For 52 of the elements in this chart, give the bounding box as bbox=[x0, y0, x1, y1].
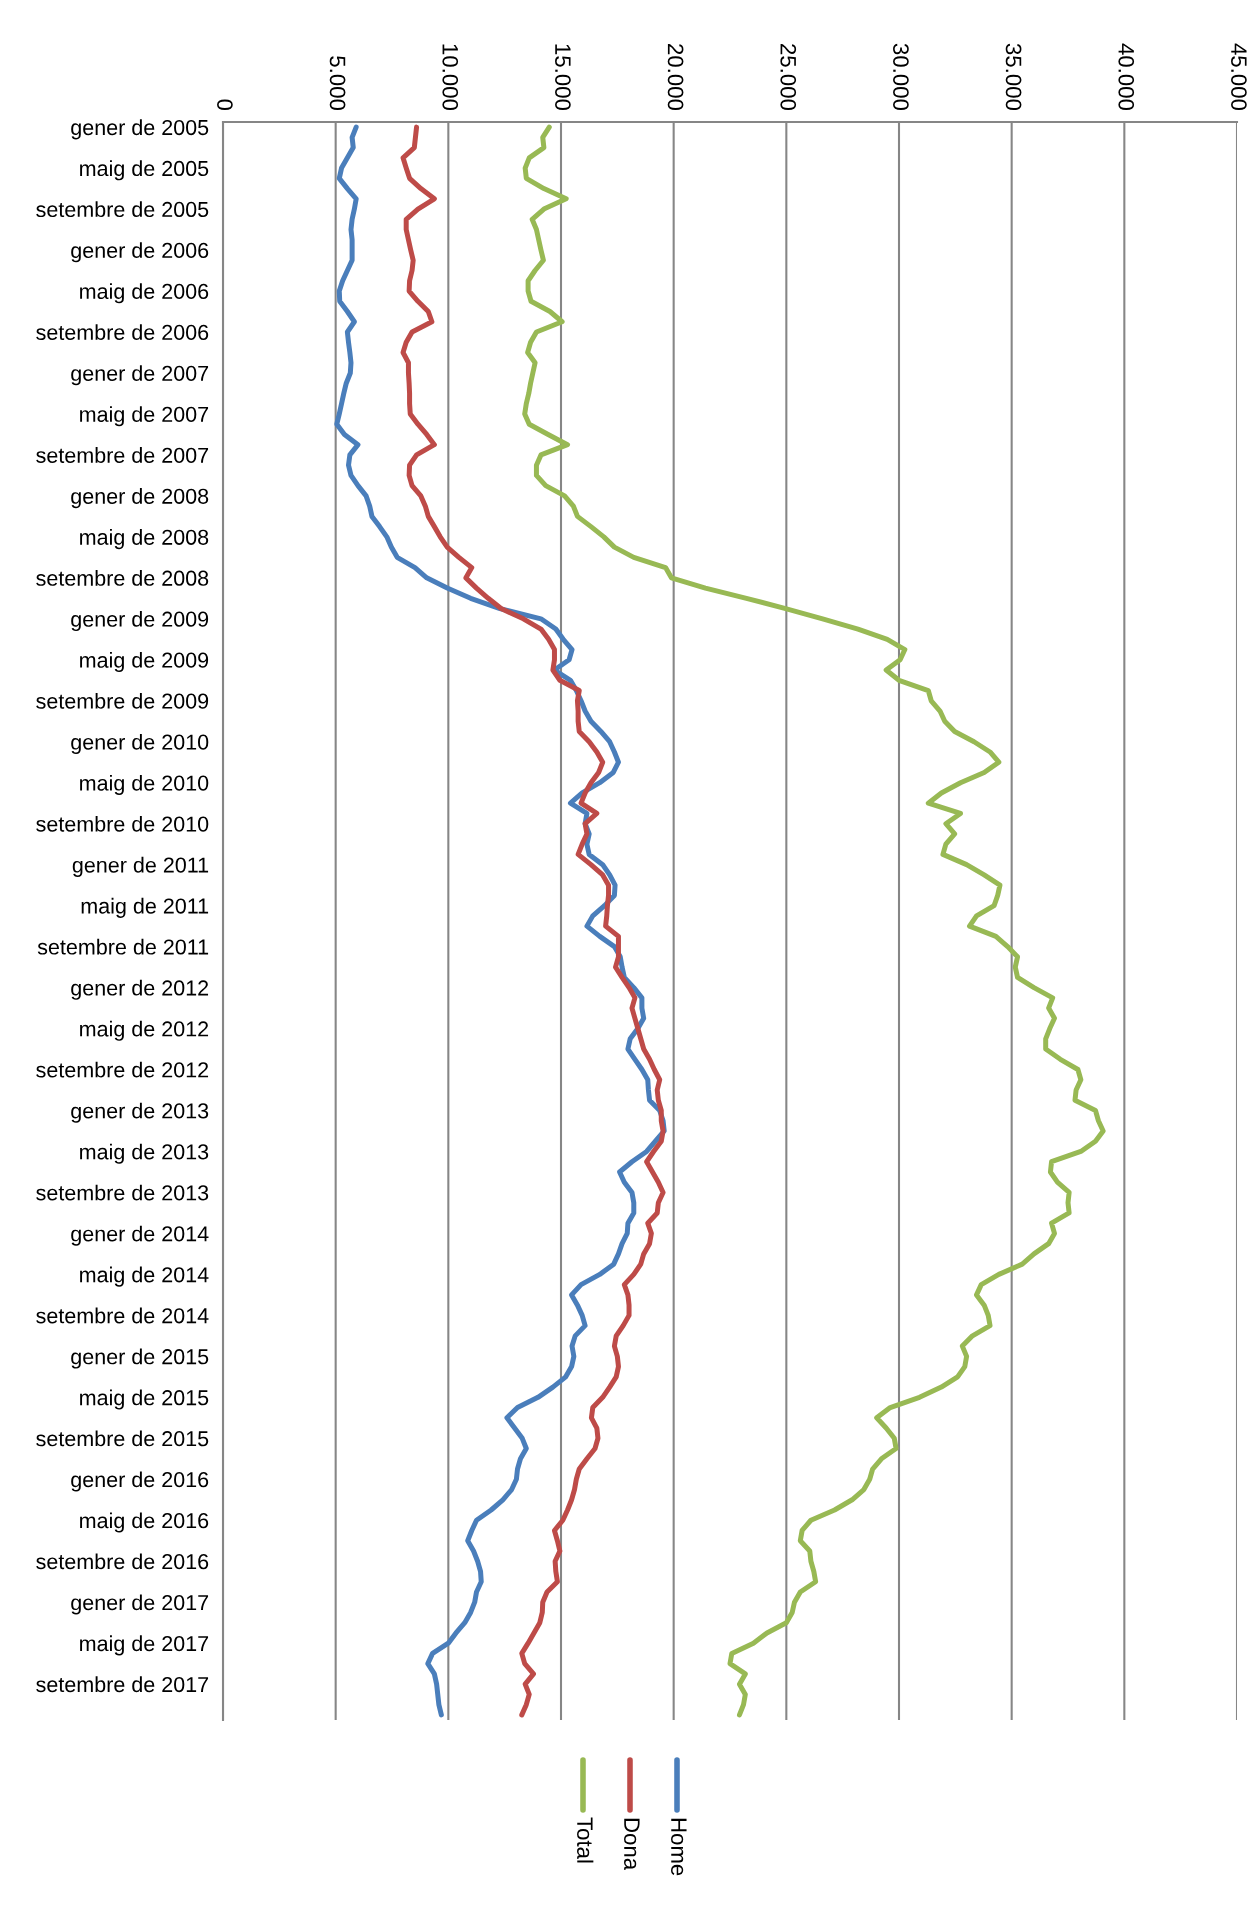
y-tick-label: gener de 2016 bbox=[71, 1471, 209, 1492]
y-tick-label: setembre de 2007 bbox=[36, 447, 209, 463]
y-tick-label: setembre de 2014 bbox=[36, 1307, 209, 1324]
x-tick-label: 35.000 bbox=[1005, 43, 1022, 111]
y-tick-label: maig de 2015 bbox=[80, 1389, 209, 1410]
legend-label: Home bbox=[671, 1818, 687, 1876]
y-tick-label: maig de 2012 bbox=[80, 1020, 209, 1041]
x-tick-label: 20.000 bbox=[667, 44, 684, 111]
y-tick-label: gener de 2015 bbox=[71, 1348, 209, 1369]
y-tick-label: setembre de 2005 bbox=[36, 201, 209, 218]
y-tick-label: maig de 2016 bbox=[80, 1512, 209, 1533]
x-tick-label: 45.000 bbox=[1231, 43, 1247, 111]
y-tick-label: maig de 2008 bbox=[80, 529, 209, 550]
y-tick-label: setembre de 2016 bbox=[36, 1553, 209, 1570]
y-tick-label: gener de 2006 bbox=[71, 242, 209, 263]
x-tick-label: 25.000 bbox=[780, 44, 797, 111]
y-tick-label: maig de 2014 bbox=[80, 1266, 209, 1287]
y-tick-label: gener de 2009 bbox=[71, 611, 209, 632]
y-tick-label: setembre de 2008 bbox=[36, 570, 209, 586]
y-tick-label: gener de 2017 bbox=[71, 1594, 209, 1615]
legend-label: Total bbox=[577, 1817, 594, 1863]
y-tick-label: maig de 2010 bbox=[80, 774, 209, 795]
y-tick-label: setembre de 2012 bbox=[36, 1061, 209, 1078]
x-tick-label: 30.000 bbox=[893, 43, 909, 111]
y-tick-label: maig de 2007 bbox=[80, 406, 209, 427]
y-tick-label: gener de 2012 bbox=[71, 979, 209, 1000]
legend-label: Dona bbox=[624, 1818, 640, 1871]
y-tick-label: gener de 2014 bbox=[71, 1225, 209, 1246]
y-tick-label: gener de 2010 bbox=[71, 733, 209, 754]
y-tick-label: maig de 2011 bbox=[81, 897, 209, 918]
x-tick-label: 40.000 bbox=[1118, 43, 1135, 111]
y-tick-label: gener de 2005 bbox=[71, 119, 209, 140]
y-tick-label: gener de 2013 bbox=[71, 1102, 209, 1123]
x-tick-label: 15.000 bbox=[555, 44, 571, 111]
y-tick-label: setembre de 2015 bbox=[36, 1430, 209, 1447]
x-tick-label: 0 bbox=[217, 99, 233, 111]
y-tick-label: gener de 2007 bbox=[71, 365, 209, 386]
y-tick-label: maig de 2017 bbox=[80, 1635, 209, 1656]
y-tick-label: maig de 2009 bbox=[80, 651, 209, 673]
x-tick-label: 10.000 bbox=[442, 44, 459, 111]
y-tick-label: setembre de 2017 bbox=[36, 1676, 209, 1693]
y-tick-label: setembre de 2013 bbox=[36, 1184, 209, 1201]
y-tick-label: setembre de 2010 bbox=[36, 815, 209, 832]
y-tick-label: maig de 2006 bbox=[80, 283, 209, 304]
y-tick-label: setembre de 2011 bbox=[37, 938, 209, 955]
y-tick-label: setembre de 2006 bbox=[36, 324, 209, 341]
y-tick-label: gener de 2011 bbox=[72, 856, 209, 877]
y-tick-label: setembre de 2009 bbox=[36, 692, 209, 709]
x-tick-label: 5.000 bbox=[329, 56, 346, 111]
y-tick-label: gener de 2008 bbox=[71, 488, 209, 509]
y-tick-label: maig de 2005 bbox=[80, 160, 209, 181]
y-tick-label: maig de 2013 bbox=[80, 1143, 209, 1164]
